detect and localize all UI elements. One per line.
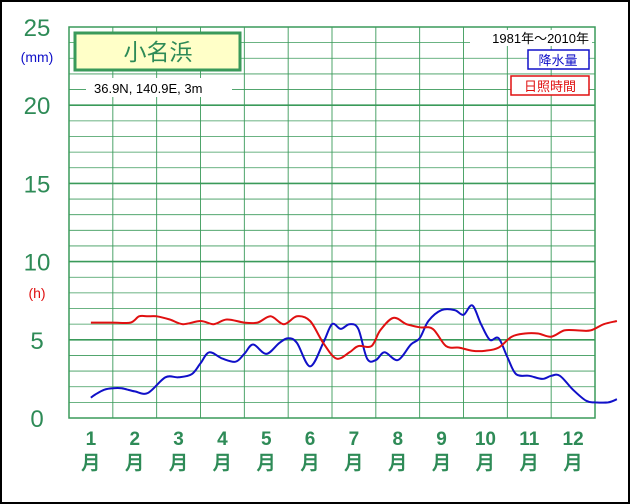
period-box (470, 30, 592, 46)
title-box: 小名浜 (73, 31, 242, 72)
legend-box-sunshine (510, 75, 590, 96)
y-tick-label: 25 (24, 15, 51, 42)
legend-label-precipitation: 降水量 (538, 53, 577, 68)
x-tick-label: 1 (86, 429, 97, 450)
x-tick-month-suffix: 月 (387, 453, 407, 474)
y-tick-label: 15 (24, 171, 51, 198)
x-tick-label: 11 (519, 429, 540, 450)
x-tick-month-suffix: 月 (256, 453, 276, 474)
y-tick-label: 10 (24, 250, 51, 277)
x-tick-month-suffix: 月 (300, 453, 320, 474)
location-box (86, 78, 232, 97)
legend: 降水量 日照時間 (510, 49, 590, 96)
x-tick-month-suffix: 月 (563, 453, 583, 474)
x-tick-label: 5 (261, 429, 272, 450)
x-tick-label: 4 (217, 429, 228, 450)
legend-box-precipitation (527, 49, 590, 70)
location-text: 36.9N, 140.9E, 3m (94, 81, 202, 96)
x-tick-label: 7 (349, 429, 360, 450)
x-tick-month-suffix: 月 (212, 453, 232, 474)
x-tick-month-suffix: 月 (80, 453, 100, 474)
x-tick-label: 12 (563, 429, 584, 450)
x-tick-label: 6 (305, 429, 316, 450)
x-tick-label: 2 (129, 429, 140, 450)
sunshine-line (90, 314, 618, 360)
series-layer (90, 304, 618, 404)
y-axis-ticks: 0 5 10 15 20 25 (24, 15, 51, 433)
x-tick-label: 10 (475, 429, 496, 450)
legend-label-sunshine: 日照時間 (524, 79, 576, 94)
title-box-frame (73, 31, 242, 72)
x-tick-month-suffix: 月 (519, 453, 539, 474)
x-tick-label: 8 (392, 429, 403, 450)
y-tick-label: 0 (30, 406, 43, 433)
precipitation-line (90, 304, 618, 404)
y-unit-h: (h) (28, 285, 45, 301)
x-tick-label: 9 (436, 429, 447, 450)
chart-title: 小名浜 (124, 39, 193, 65)
y-tick-label: 5 (30, 328, 43, 355)
x-tick-month-suffix: 月 (431, 453, 451, 474)
x-tick-month-suffix: 月 (343, 453, 363, 474)
y-unit-mm: (mm) (21, 49, 54, 65)
x-tick-month-suffix: 月 (124, 453, 144, 474)
x-axis-ticks: 1 月 2 月 3 月 4 月 5 月 6 月 7 月 8 月 9 月 10 月 11 月 12 月 (80, 429, 583, 474)
y-tick-label: 20 (24, 93, 51, 120)
x-tick-month-suffix: 月 (475, 453, 495, 474)
x-tick-label: 3 (173, 429, 184, 450)
x-tick-month-suffix: 月 (168, 453, 188, 474)
period-text: 1981年〜2010年 (492, 31, 589, 46)
